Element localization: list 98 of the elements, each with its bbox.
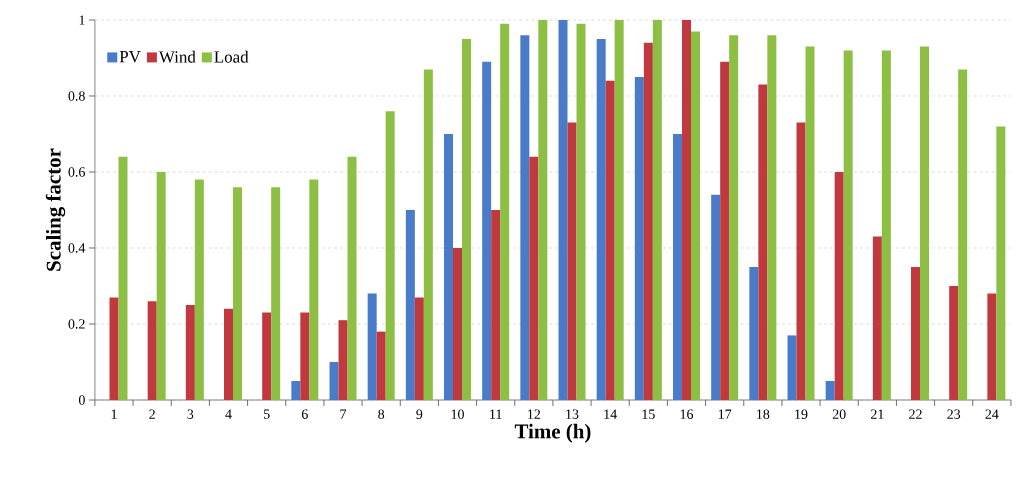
bar bbox=[367, 293, 377, 400]
x-tick-label: 10 bbox=[451, 409, 464, 419]
bar bbox=[787, 335, 797, 400]
bar bbox=[309, 179, 319, 400]
bar bbox=[767, 35, 777, 400]
bar bbox=[520, 35, 530, 400]
bar bbox=[682, 20, 692, 400]
bar bbox=[347, 156, 357, 400]
bar bbox=[796, 122, 806, 400]
bar bbox=[614, 20, 624, 400]
bar bbox=[291, 381, 301, 400]
bar bbox=[881, 50, 891, 400]
bar bbox=[414, 297, 424, 400]
bar bbox=[911, 267, 921, 400]
bar bbox=[118, 156, 128, 400]
x-axis-title: Time (h) bbox=[514, 423, 591, 443]
bar bbox=[558, 20, 568, 400]
y-tick-label: 0.6 bbox=[68, 167, 85, 177]
bar bbox=[500, 23, 510, 400]
bar bbox=[605, 80, 615, 400]
bar bbox=[596, 39, 606, 400]
bar bbox=[453, 248, 463, 400]
x-tick-label: 21 bbox=[870, 409, 884, 419]
bar bbox=[805, 46, 815, 400]
bar bbox=[156, 172, 166, 400]
bar bbox=[576, 23, 586, 400]
x-tick-label: 9 bbox=[416, 409, 423, 419]
bar bbox=[949, 286, 959, 400]
y-tick-label: 0 bbox=[78, 395, 85, 405]
x-tick-label: 18 bbox=[757, 409, 770, 419]
bar bbox=[405, 210, 415, 400]
x-tick-label: 22 bbox=[909, 409, 922, 419]
x-tick-label: 16 bbox=[680, 409, 694, 419]
bar bbox=[262, 312, 272, 400]
x-tick-label: 19 bbox=[795, 409, 808, 419]
bar bbox=[691, 31, 701, 400]
x-tick-label: 24 bbox=[985, 409, 999, 419]
bar bbox=[749, 267, 759, 400]
bar bbox=[729, 35, 739, 400]
legend-label: Wind bbox=[158, 50, 196, 63]
x-tick-label: 13 bbox=[566, 409, 579, 419]
x-tick-label: 11 bbox=[490, 409, 502, 419]
bar bbox=[538, 20, 548, 400]
bar bbox=[720, 61, 730, 400]
bar bbox=[147, 301, 157, 400]
x-tick-label: 5 bbox=[264, 409, 270, 419]
bar bbox=[758, 84, 768, 400]
bar bbox=[958, 69, 968, 400]
bar bbox=[194, 179, 204, 400]
x-tick-label: 7 bbox=[340, 409, 347, 419]
bar bbox=[109, 297, 119, 400]
x-tick-label: 8 bbox=[378, 409, 385, 419]
bar bbox=[462, 39, 472, 400]
bar bbox=[843, 50, 853, 400]
bar bbox=[920, 46, 930, 400]
x-tick-label: 20 bbox=[832, 409, 846, 419]
bar bbox=[987, 293, 997, 400]
bar bbox=[271, 187, 281, 400]
bar bbox=[643, 42, 653, 400]
y-tick-label: 0.2 bbox=[68, 319, 85, 329]
x-tick-label: 12 bbox=[528, 409, 541, 419]
bar bbox=[185, 305, 195, 400]
x-tick-label: 17 bbox=[718, 409, 732, 419]
bar bbox=[673, 134, 683, 400]
bar bbox=[329, 362, 339, 400]
x-tick-label: 14 bbox=[604, 409, 617, 419]
bar bbox=[652, 20, 662, 400]
y-tick-label: 0.8 bbox=[68, 91, 85, 101]
y-tick-label: 0.4 bbox=[68, 243, 86, 253]
bar bbox=[385, 111, 395, 400]
bar bbox=[529, 156, 539, 400]
legend-label: PV bbox=[119, 51, 141, 63]
bar bbox=[376, 331, 386, 400]
bar bbox=[444, 134, 454, 400]
bar bbox=[872, 236, 882, 400]
x-tick-label: 3 bbox=[187, 409, 194, 419]
x-tick-label: 4 bbox=[225, 409, 232, 419]
x-tick-label: 15 bbox=[642, 409, 655, 419]
x-tick-label: 1 bbox=[111, 409, 117, 419]
bar bbox=[482, 61, 492, 400]
y-tick-label: 1 bbox=[79, 15, 85, 25]
bar bbox=[567, 122, 577, 400]
bar bbox=[338, 320, 348, 400]
bar bbox=[834, 172, 844, 400]
y-axis-title: Scaling factor bbox=[45, 148, 66, 271]
bar bbox=[423, 69, 433, 400]
bar bbox=[233, 187, 242, 400]
x-tick-label: 23 bbox=[947, 409, 961, 419]
bar bbox=[825, 381, 835, 400]
x-tick-label: 2 bbox=[149, 409, 155, 419]
x-tick-label: 6 bbox=[301, 409, 308, 419]
bar bbox=[300, 312, 310, 400]
legend-label: Load bbox=[214, 50, 249, 63]
bar bbox=[224, 308, 233, 400]
bar bbox=[711, 194, 721, 400]
bar bbox=[491, 210, 501, 400]
bar bbox=[634, 77, 644, 400]
bar bbox=[996, 126, 1006, 400]
